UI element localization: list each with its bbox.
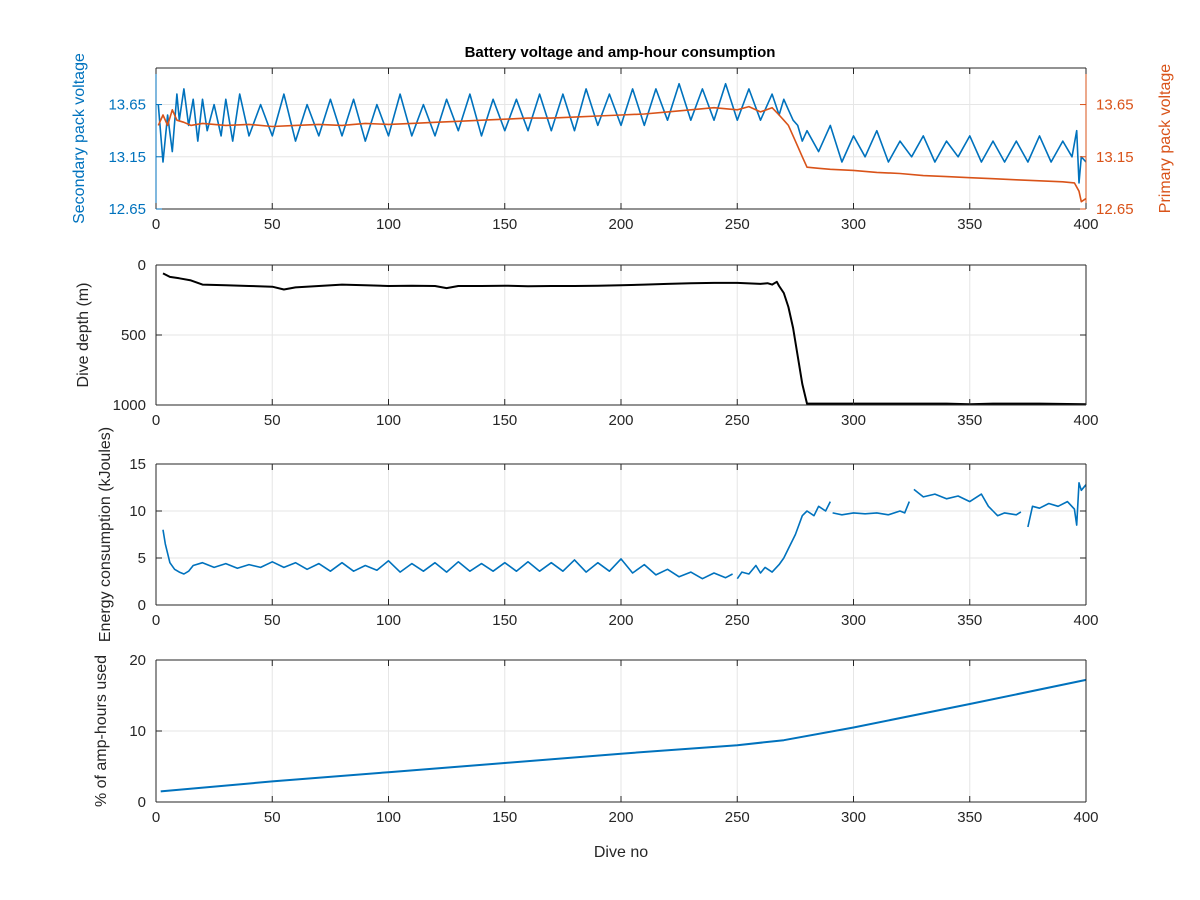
- x-tick-label: 250: [725, 412, 750, 429]
- y-tick-label: 1000: [113, 397, 146, 414]
- series-line-2: [157, 105, 1087, 203]
- y2-axis-label: Primary pack voltage: [1157, 64, 1174, 213]
- y-tick-label: 500: [121, 327, 146, 344]
- y2-tick-label: 13.65: [1096, 97, 1134, 114]
- x-tick-label: 400: [1073, 412, 1098, 429]
- series-line-1: [162, 272, 1087, 406]
- y-tick-label: 0: [138, 794, 146, 811]
- series-line-1: [157, 82, 1087, 184]
- y-axis-label: Secondary pack voltage: [71, 53, 88, 224]
- y-tick-label: 20: [129, 652, 146, 669]
- x-tick-label: 350: [957, 216, 982, 233]
- y-axis-label: Dive depth (m): [75, 283, 92, 388]
- x-tick-label: 200: [608, 612, 633, 629]
- x-tick-label: 350: [957, 612, 982, 629]
- x-tick-label: 200: [608, 216, 633, 233]
- x-tick-label: 200: [608, 412, 633, 429]
- series-line-2: [736, 501, 832, 580]
- x-axis-label: Dive no: [594, 844, 648, 861]
- x-tick-label: 150: [492, 216, 517, 233]
- x-tick-label: 300: [841, 412, 866, 429]
- subplot-2: 0 50 100 150 200 250 300 350 400 0 500 1000 Dive dep…: [75, 257, 1099, 429]
- x-tick-label: 150: [492, 412, 517, 429]
- x-tick-label: 50: [264, 809, 281, 826]
- y-tick-label: 10: [129, 723, 146, 740]
- x-tick-label: 200: [608, 809, 633, 826]
- x-tick-label: 300: [841, 809, 866, 826]
- y-axis-label: Energy consumption (kJoules): [97, 427, 114, 642]
- y2-tick-label: 12.65: [1096, 201, 1134, 218]
- plots-container: 0 50 100 150 200 250 300 350 40012.6513.1513.651…: [71, 53, 1174, 861]
- x-tick-label: 50: [264, 612, 281, 629]
- x-tick-label: 100: [376, 612, 401, 629]
- series-line-5: [1027, 482, 1087, 528]
- y-tick-label: 10: [129, 503, 146, 520]
- y-tick-label: 13.65: [108, 97, 146, 114]
- subplot-1: 0 50 100 150 200 250 300 350 40012.6513.1513.651…: [71, 53, 1174, 233]
- x-tick-label: 350: [957, 412, 982, 429]
- series-line-3: [832, 501, 911, 516]
- x-tick-label: 100: [376, 809, 401, 826]
- y-tick-label: 0: [138, 597, 146, 614]
- x-tick-label: 50: [264, 216, 281, 233]
- x-tick-label: 400: [1073, 612, 1098, 629]
- series-line-1: [162, 529, 733, 580]
- x-tick-label: 0: [152, 809, 160, 826]
- y2-tick-label: 13.15: [1096, 149, 1134, 166]
- x-tick-label: 0: [152, 216, 160, 233]
- x-tick-label: 100: [376, 216, 401, 233]
- x-tick-label: 350: [957, 809, 982, 826]
- x-tick-label: 250: [725, 612, 750, 629]
- y-tick-label: 12.65: [108, 201, 146, 218]
- series-line-1: [160, 678, 1087, 793]
- x-tick-label: 100: [376, 412, 401, 429]
- x-tick-label: 250: [725, 809, 750, 826]
- series-line-4: [913, 488, 1022, 517]
- figure-title: Battery voltage and amp-hour consumption: [465, 44, 776, 61]
- y-axis-label: % of amp-hours used: [93, 655, 110, 807]
- subplot-4: 0 50 100 150 200 250 300 350 400 0 10 20 % of amp-ho…: [93, 652, 1099, 861]
- x-tick-label: 0: [152, 412, 160, 429]
- x-tick-label: 150: [492, 809, 517, 826]
- x-tick-label: 400: [1073, 809, 1098, 826]
- x-tick-label: 400: [1073, 216, 1098, 233]
- x-tick-label: 300: [841, 612, 866, 629]
- x-tick-label: 250: [725, 216, 750, 233]
- subplot-3: 0 50 100 150 200 250 300 350 400 0 5 10 15 Energy con…: [97, 427, 1099, 642]
- y-tick-label: 5: [138, 550, 146, 567]
- x-tick-label: 150: [492, 612, 517, 629]
- x-tick-label: 50: [264, 412, 281, 429]
- y-tick-label: 15: [129, 456, 146, 473]
- y-tick-label: 0: [138, 257, 146, 274]
- x-tick-label: 300: [841, 216, 866, 233]
- y-tick-label: 13.15: [108, 149, 146, 166]
- x-tick-label: 0: [152, 612, 160, 629]
